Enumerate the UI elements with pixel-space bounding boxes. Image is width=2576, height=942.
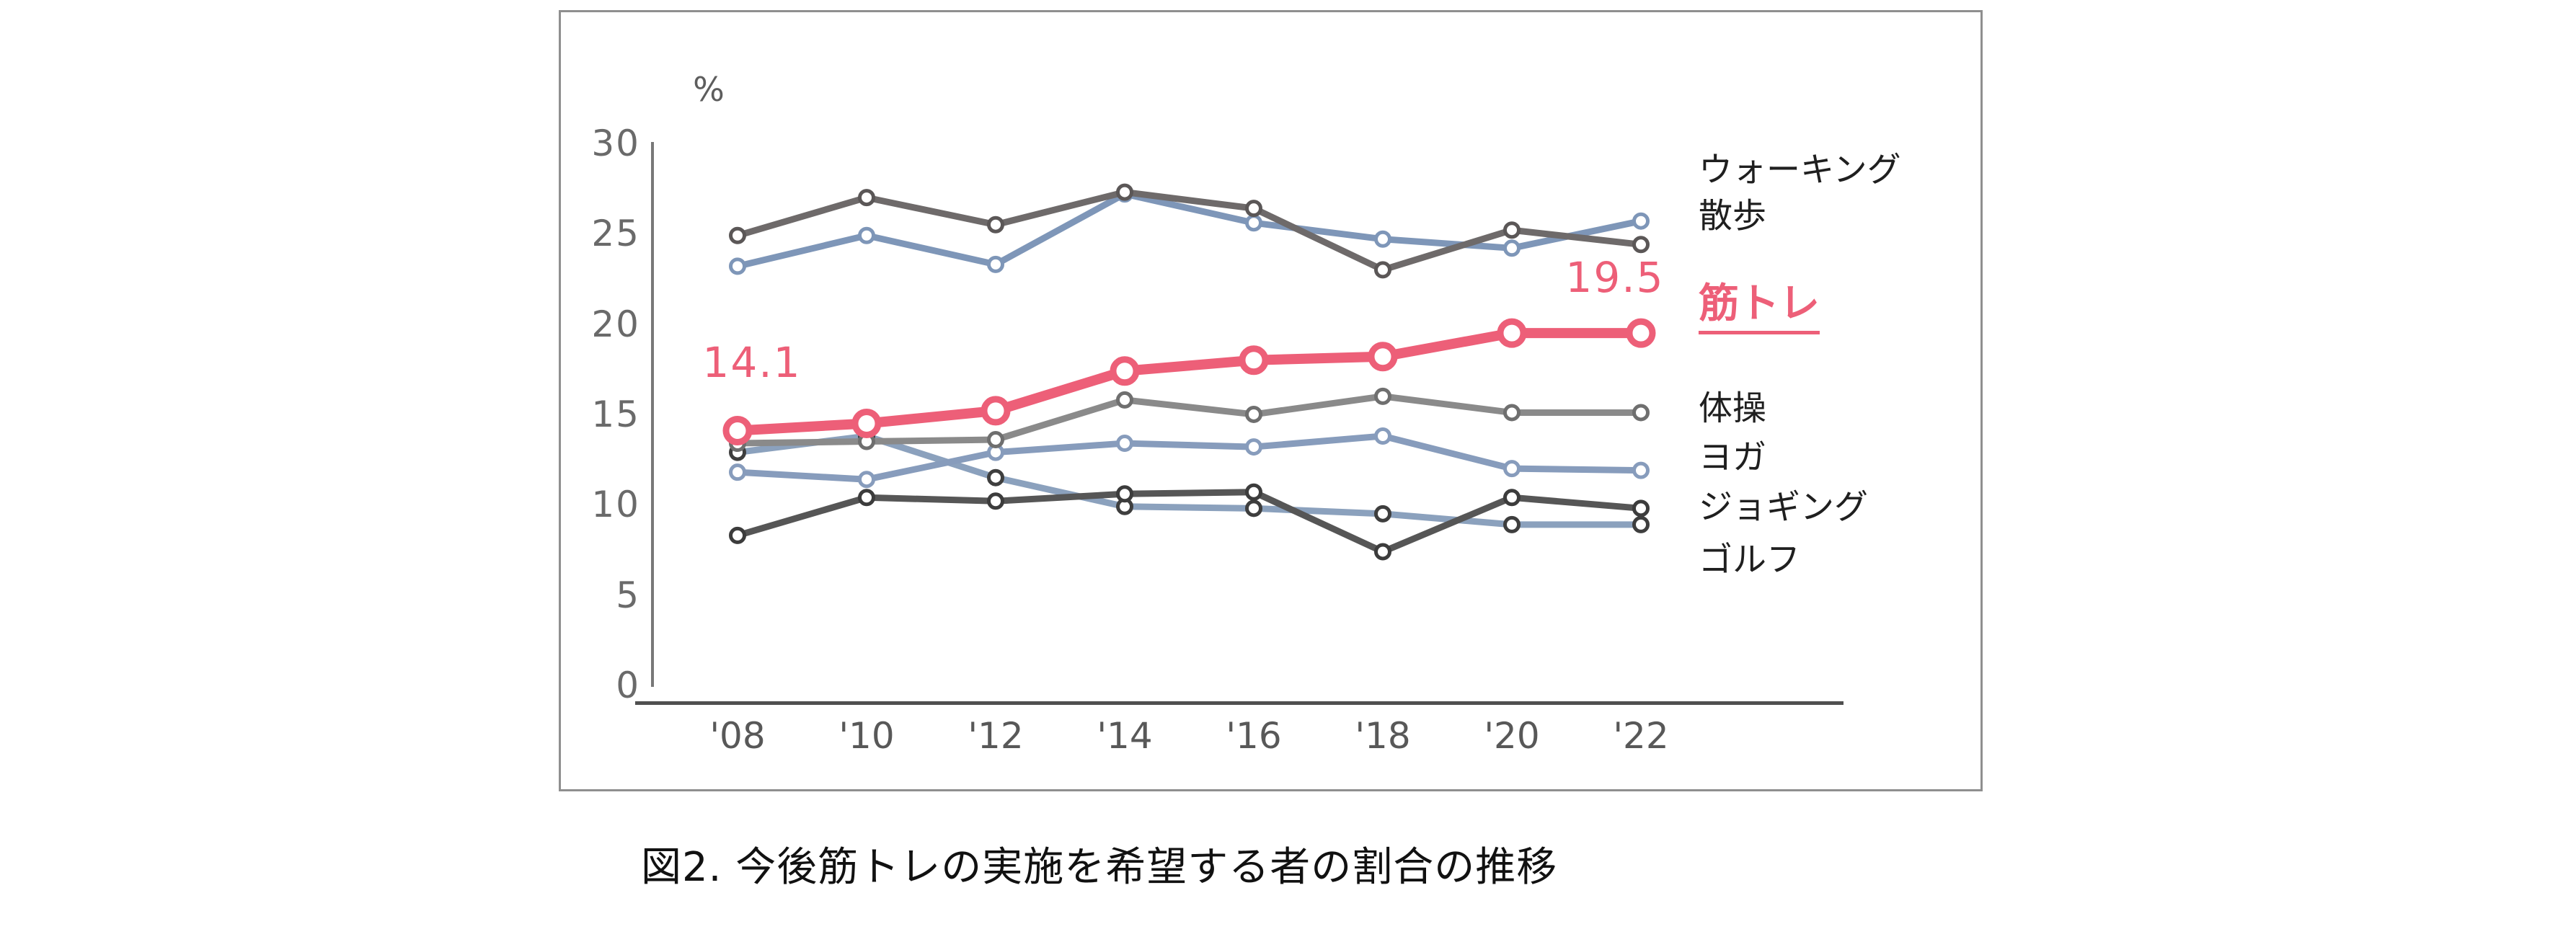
data-point-marker: [1503, 239, 1521, 257]
legend-label-散歩: 散歩: [1699, 196, 1766, 236]
y-axis-line: [651, 142, 654, 687]
data-label-start-value: 14.1: [702, 338, 802, 387]
x-axis-tick-label: '20: [1484, 715, 1540, 757]
data-point-marker: [858, 226, 875, 244]
legend-label-ゴルフ: ゴルフ: [1699, 540, 1800, 580]
series-筋トレ: [722, 318, 1656, 446]
data-point-marker: [1110, 356, 1140, 386]
data-point-marker: [729, 257, 746, 275]
data-point-marker: [987, 215, 1004, 234]
x-axis-tick-label: '14: [1097, 715, 1153, 757]
data-point-marker: [987, 492, 1004, 510]
data-point-marker: [729, 526, 746, 544]
data-point-marker: [1503, 489, 1521, 507]
y-axis-unit-label: %: [693, 70, 725, 109]
x-axis-tick-label: '10: [838, 715, 895, 757]
data-point-marker: [1116, 183, 1133, 201]
data-point-marker: [722, 416, 753, 446]
x-axis-tick-label: '18: [1355, 715, 1411, 757]
data-point-marker: [987, 431, 1004, 449]
legend-label-ウォーキング: ウォーキング: [1699, 150, 1901, 190]
x-axis-line: [635, 701, 1844, 705]
data-point-marker: [1239, 345, 1269, 376]
data-point-marker: [1503, 515, 1521, 533]
data-point-marker: [729, 463, 746, 481]
data-point-marker: [1245, 499, 1262, 517]
data-point-marker: [1503, 221, 1521, 239]
figure-border-box: % 30 25 20 15 10 5 0 '08'10'12'14'16'18'20'22 …: [559, 10, 1983, 791]
data-point-marker: [1374, 543, 1391, 561]
data-point-marker: [987, 468, 1004, 486]
data-point-marker: [858, 489, 875, 507]
data-point-marker: [1503, 404, 1521, 422]
data-point-marker: [981, 396, 1011, 426]
data-point-marker: [1632, 461, 1650, 479]
line-chart: [722, 183, 1656, 561]
data-point-marker: [1245, 405, 1262, 423]
data-point-marker: [1116, 435, 1133, 453]
legend-label-体操: 体操: [1699, 388, 1766, 429]
legend-label-筋トレ: 筋トレ: [1699, 271, 1820, 334]
data-point-marker: [1497, 318, 1527, 348]
data-point-marker: [1503, 460, 1521, 478]
series-ジョギング: [729, 483, 1650, 561]
legend-label-ヨガ: ヨガ: [1699, 437, 1766, 478]
series-ヨガ: [729, 427, 1650, 489]
legend-label-ジョギング: ジョギング: [1699, 487, 1868, 528]
data-point-marker: [858, 471, 875, 489]
x-axis-tick-label: '16: [1226, 715, 1282, 757]
data-point-marker: [1368, 342, 1398, 372]
figure-caption: 図2. 今後筋トレの実施を希望する者の割合の推移: [641, 844, 1558, 891]
x-axis-tick-label: '08: [709, 715, 766, 757]
series-体操: [729, 387, 1650, 453]
data-point-marker: [1116, 485, 1133, 503]
data-point-marker: [1374, 427, 1391, 445]
data-point-marker: [1632, 515, 1650, 533]
data-point-marker: [858, 189, 875, 207]
x-axis-tick-label: '22: [1613, 715, 1669, 757]
data-point-marker: [987, 255, 1004, 273]
data-point-marker: [1632, 499, 1650, 517]
data-point-marker: [1116, 391, 1133, 409]
data-point-marker: [1632, 404, 1650, 422]
series-ウォーキング: [729, 183, 1650, 279]
y-axis-tick-label: 5: [616, 574, 640, 616]
y-axis-tick-label: 0: [616, 665, 640, 706]
data-point-marker: [1245, 438, 1262, 456]
y-axis-tick-label: 10: [591, 484, 640, 526]
data-point-marker: [1632, 236, 1650, 254]
data-point-marker: [1374, 261, 1391, 279]
y-axis-tick-label: 30: [591, 122, 640, 164]
data-point-marker: [1374, 387, 1391, 405]
data-point-marker: [1245, 200, 1262, 218]
data-point-marker: [1245, 214, 1262, 232]
data-point-marker: [1374, 230, 1391, 248]
x-axis-tick-label: '12: [968, 715, 1024, 757]
data-label-end-value: 19.5: [1565, 253, 1665, 302]
data-point-marker: [1245, 483, 1262, 501]
data-point-marker: [1374, 505, 1391, 523]
data-point-marker: [1632, 212, 1650, 230]
y-axis-tick-label: 15: [591, 393, 640, 435]
data-point-marker: [729, 226, 746, 244]
data-point-marker: [851, 408, 882, 438]
data-point-marker: [1626, 318, 1656, 348]
y-axis-tick-label: 20: [591, 303, 640, 345]
y-axis-tick-label: 25: [591, 213, 640, 255]
